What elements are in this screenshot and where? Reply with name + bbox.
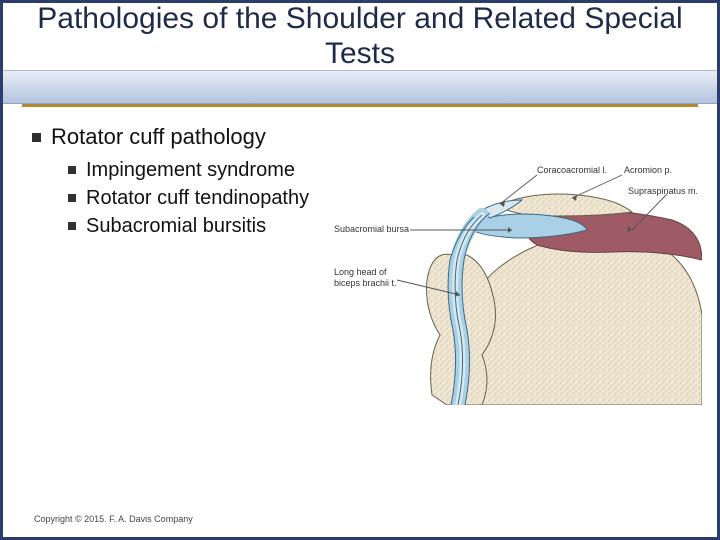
bullet-marker-icon [68,166,76,174]
bullet-marker-icon [68,194,76,202]
slide: Pathologies of the Shoulder and Related … [0,0,720,540]
bullet-level2: Subacromial bursitis [68,214,338,238]
shoulder-anatomy-diagram: Coracoacromial l. Subacromial bursa Long… [332,160,702,405]
label-coracoacromial: Coracoacromial l. [537,165,607,175]
label-biceps-line1: Long head of [334,267,387,277]
acromion-process [507,194,632,216]
bullet-l2-text: Subacromial bursitis [86,214,266,238]
copyright-text: Copyright © 2015. F. A. Davis Company [34,514,193,524]
bullet-l2-text: Rotator cuff tendinopathy [86,186,309,210]
label-biceps-line2: biceps brachii t. [334,278,397,288]
bullet-l2-text: Impingement syndrome [86,158,295,182]
bullet-l1-text: Rotator cuff pathology [51,124,266,150]
page-title: Pathologies of the Shoulder and Related … [0,2,720,71]
label-supraspinatus: Supraspinatus m. [628,186,698,196]
label-subacromial: Subacromial bursa [334,224,409,234]
bullet-level2: Rotator cuff tendinopathy [68,186,338,210]
bullet-level2: Impingement syndrome [68,158,338,182]
bullet-level1: Rotator cuff pathology [32,124,688,150]
bullet-marker-icon [68,222,76,230]
label-acromion: Acromion p. [624,165,672,175]
scapula-bone [461,233,702,405]
bullet-marker-icon [32,133,41,142]
